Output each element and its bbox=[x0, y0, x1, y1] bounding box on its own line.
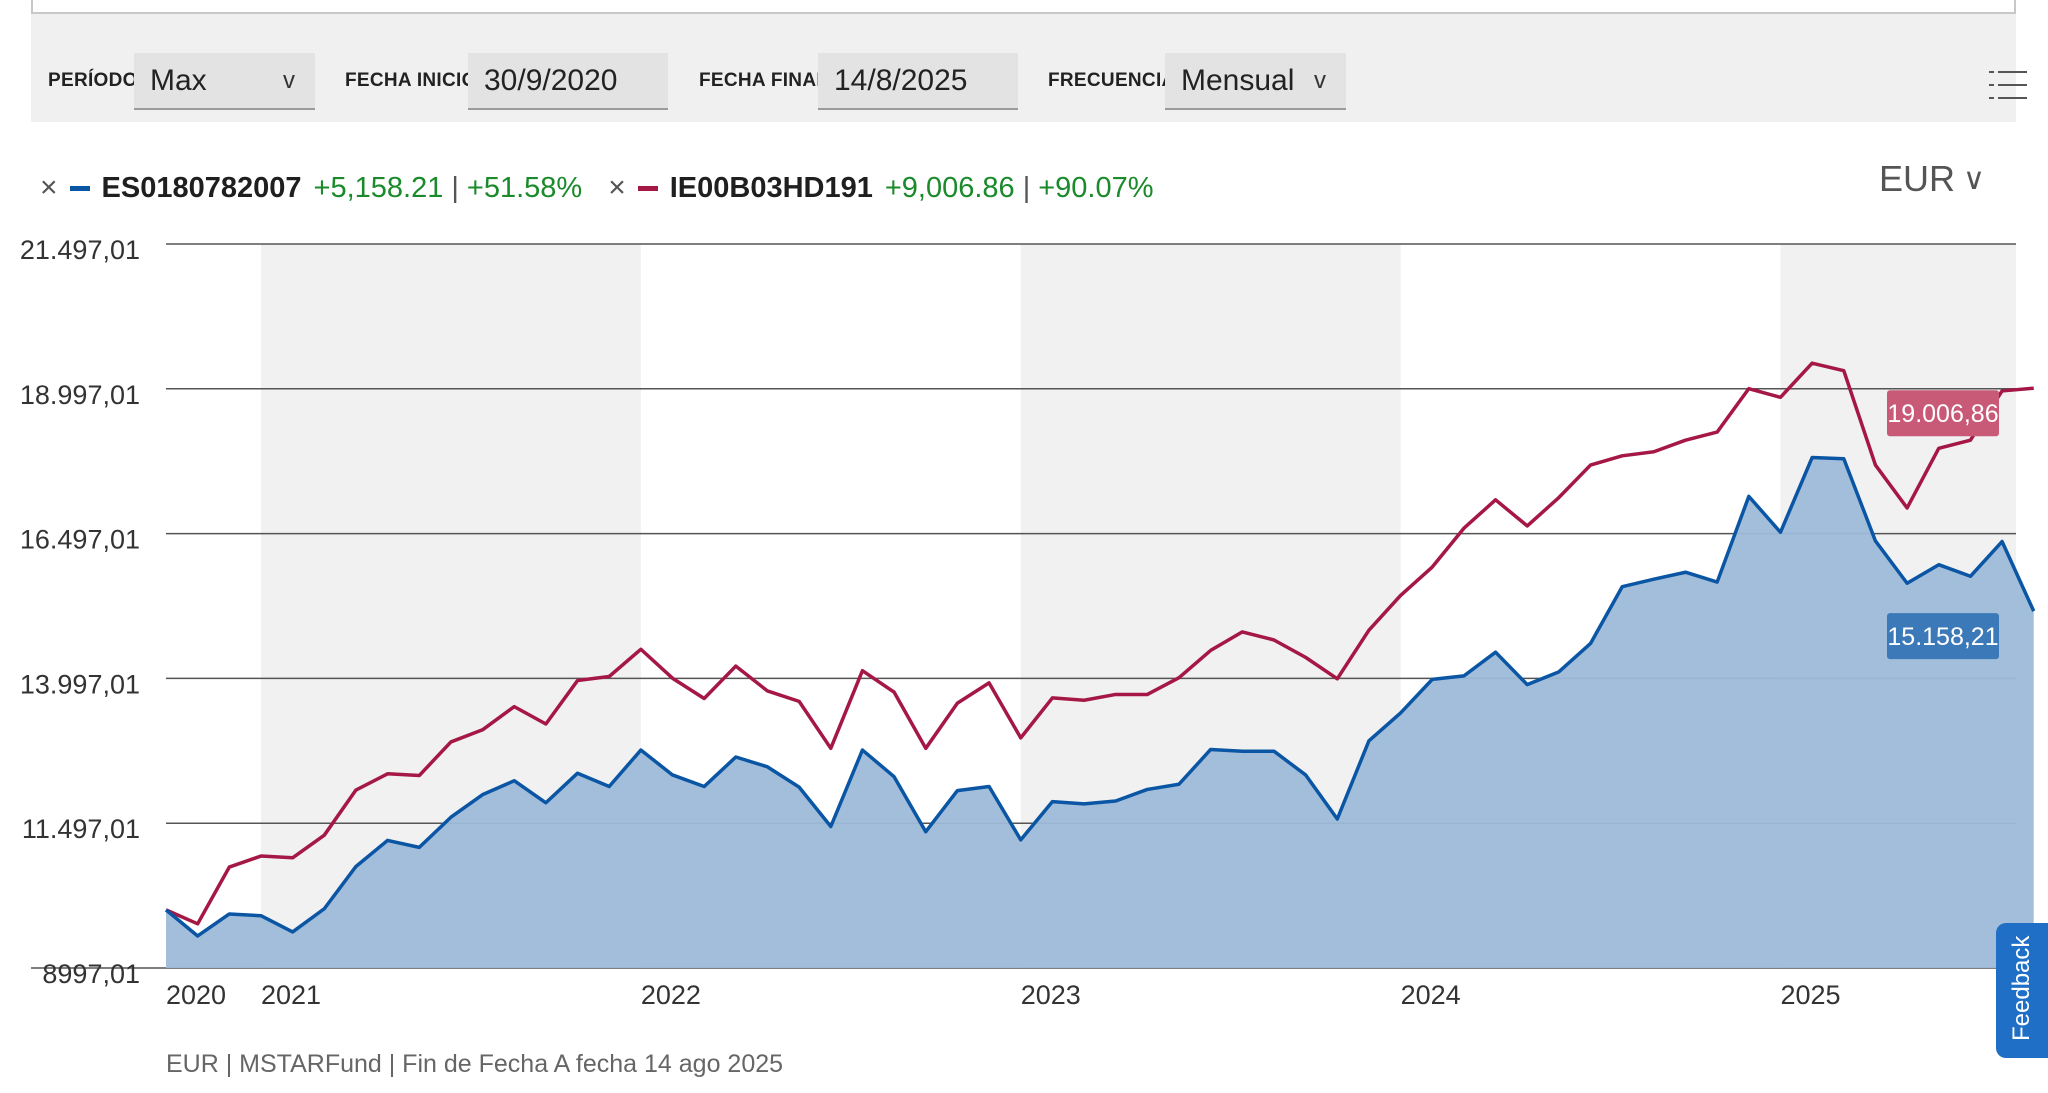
start-date-label: FECHA INICIO bbox=[345, 70, 477, 91]
frequency-value: Mensual bbox=[1181, 64, 1295, 97]
x-tick-label: 2025 bbox=[1780, 980, 1840, 1010]
y-tick-label: 18.997,01 bbox=[20, 380, 140, 410]
currency-select[interactable]: EUR bbox=[1879, 158, 1956, 199]
x-tick-label: 2024 bbox=[1401, 980, 1461, 1010]
series-area-ES0180782007 bbox=[166, 457, 2034, 968]
chart-legend: × ES0180782007 +5,158.21 | +51.58% × IE0… bbox=[40, 168, 1154, 208]
list-icon[interactable] bbox=[1989, 70, 2027, 100]
period-label: PERÍODO bbox=[48, 70, 138, 91]
period-value: Max bbox=[150, 64, 207, 97]
y-tick-label: 11.497,01 bbox=[22, 814, 140, 844]
frequency-label: FRECUENCIA bbox=[1048, 70, 1176, 91]
series-2-percent: +90.07% bbox=[1038, 171, 1154, 204]
y-tick-label: 13.997,01 bbox=[20, 669, 140, 699]
start-date-value: 30/9/2020 bbox=[484, 64, 618, 97]
series-line-ES0180782007 bbox=[164, 455, 2036, 938]
top-panel-edge bbox=[31, 0, 2016, 14]
y-tick-label: 16.497,01 bbox=[20, 525, 140, 555]
x-tick-label: 2023 bbox=[1021, 980, 1081, 1010]
end-value-label-1: 19.006,86 bbox=[1887, 400, 1998, 428]
frequency-select[interactable]: Mensual v bbox=[1165, 53, 1346, 110]
start-date-input[interactable]: 30/9/2020 bbox=[468, 53, 668, 110]
end-date-value: 14/8/2025 bbox=[834, 64, 968, 97]
series-2-name: IE00B03HD191 bbox=[669, 171, 873, 204]
feedback-button[interactable]: Feedback bbox=[1996, 923, 2048, 1058]
price-chart: 19.006,86 15.158,21 21.497,01 18.997,01 16.4… bbox=[20, 235, 2036, 1010]
chart-toolbar: PERÍODO Max v FECHA INICIO 30/9/2020 FEC… bbox=[31, 14, 2027, 122]
remove-series-1-icon[interactable]: × bbox=[40, 171, 58, 204]
remove-series-2-icon[interactable]: × bbox=[608, 171, 626, 204]
year-band-overlay-1 bbox=[1021, 244, 1401, 968]
chevron-down-icon[interactable]: ∨ bbox=[1963, 163, 1985, 196]
legend-separator: | bbox=[1022, 171, 1031, 204]
end-value-label-2: 15.158,21 bbox=[1887, 623, 1998, 651]
chevron-down-icon: v bbox=[283, 67, 295, 94]
legend-separator: | bbox=[451, 171, 459, 204]
series-1-name: ES0180782007 bbox=[101, 171, 302, 204]
feedback-label: Feedback bbox=[2008, 935, 2035, 1041]
x-tick-label: 2022 bbox=[641, 980, 701, 1010]
series-1-percent: +51.58% bbox=[466, 171, 583, 204]
series-line-IE00B03HD191 bbox=[165, 361, 2034, 926]
end-value-label-bg-1 bbox=[1887, 390, 1999, 437]
x-tick-label: 2021 bbox=[261, 980, 321, 1010]
year-band-overlay-0 bbox=[261, 244, 641, 968]
end-value-label-bg-2 bbox=[1887, 613, 1999, 660]
x-tick-label: 2020 bbox=[166, 980, 226, 1010]
y-tick-label: 8997,01 bbox=[42, 959, 140, 989]
series-1-change: +5,158.21 bbox=[313, 171, 444, 204]
end-date-input[interactable]: 14/8/2025 bbox=[818, 53, 1018, 110]
chevron-down-icon: v bbox=[1314, 67, 1326, 94]
chart-source-note: EUR | MSTARFund | Fin de Fecha A fecha 1… bbox=[166, 1050, 784, 1078]
end-date-label: FECHA FINAL bbox=[699, 70, 829, 91]
y-tick-label: 21.497,01 bbox=[20, 235, 140, 265]
series-2-swatch bbox=[637, 185, 658, 191]
series-2-change: +9,006.86 bbox=[884, 171, 1015, 204]
series-1-swatch bbox=[69, 185, 90, 191]
year-band-overlay-2 bbox=[1780, 244, 2016, 968]
period-select[interactable]: Max v bbox=[134, 53, 315, 110]
